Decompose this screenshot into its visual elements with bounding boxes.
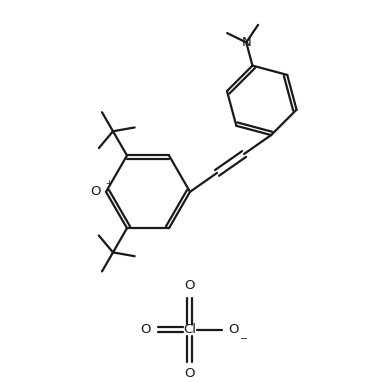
- Text: +: +: [105, 179, 112, 188]
- Text: Cl: Cl: [184, 323, 196, 336]
- Text: O: O: [185, 279, 195, 292]
- Text: O: O: [91, 185, 101, 198]
- Text: O: O: [229, 323, 239, 336]
- Text: −: −: [240, 334, 248, 344]
- Text: O: O: [185, 367, 195, 380]
- Text: N: N: [241, 36, 251, 49]
- Text: O: O: [141, 323, 151, 336]
